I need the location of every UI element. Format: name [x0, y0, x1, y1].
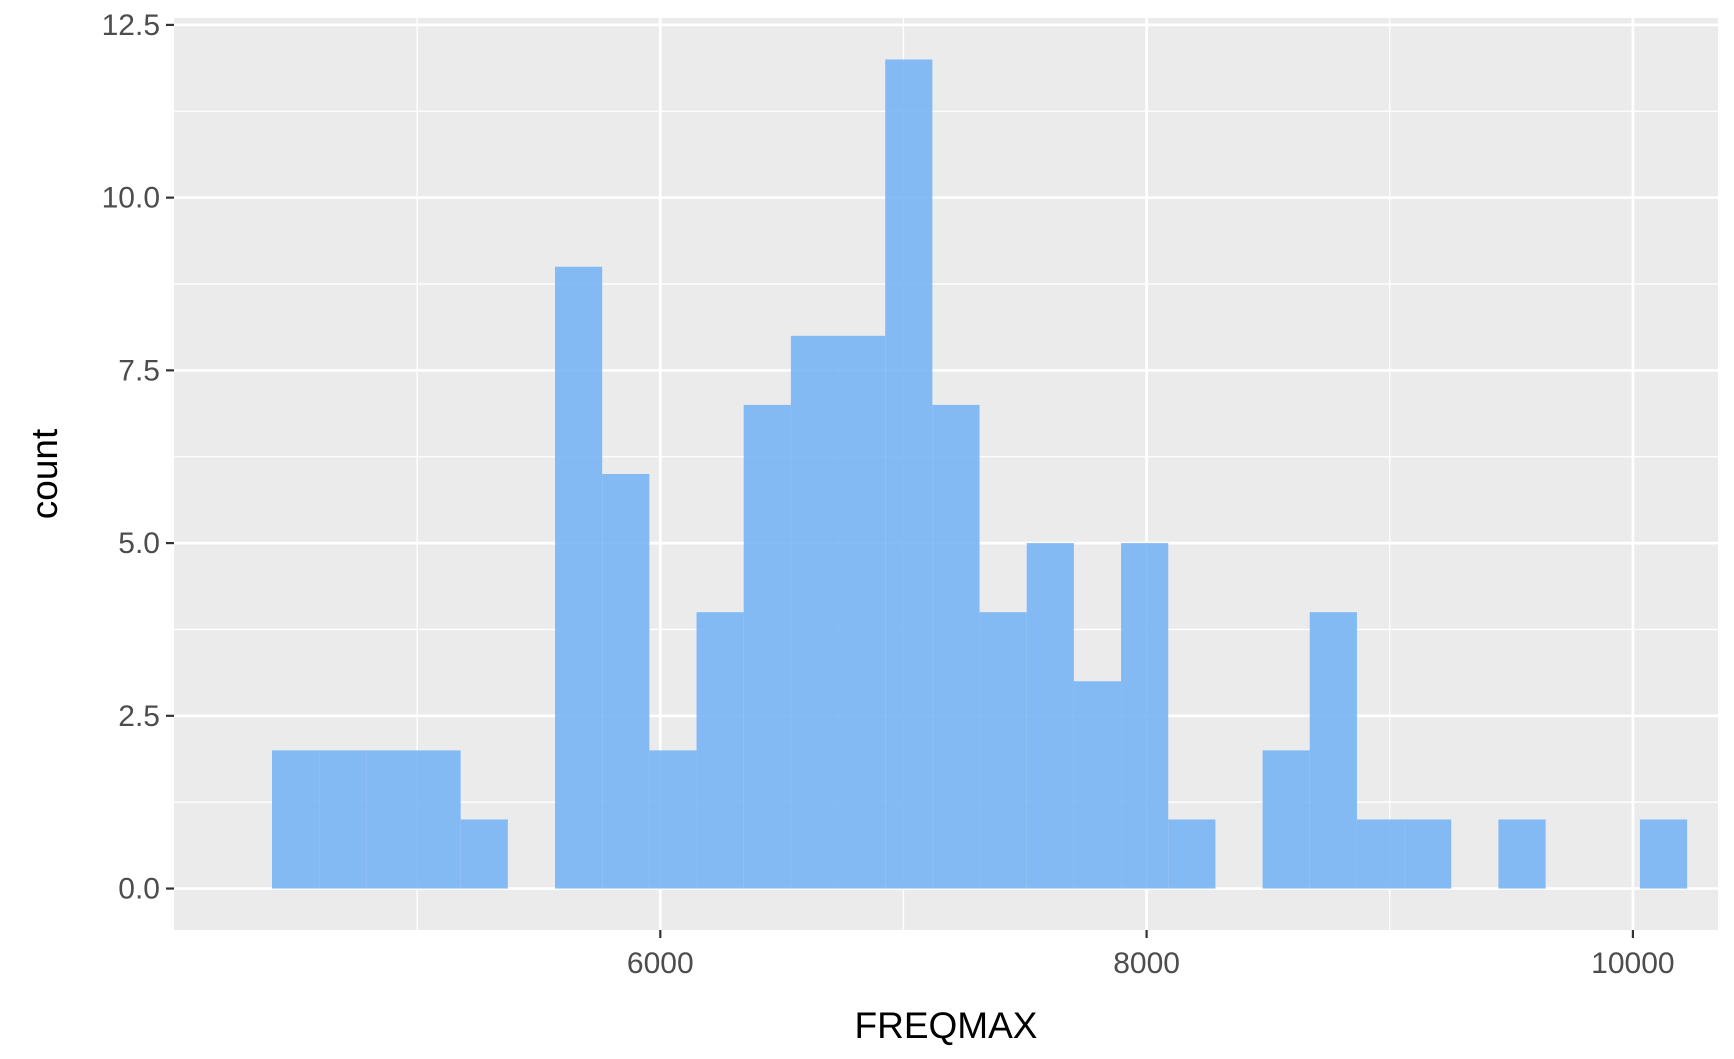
histogram-bars: [271, 59, 1688, 889]
histogram-bar: [696, 612, 744, 889]
histogram-bar: [319, 750, 367, 889]
x-axis-title: FREQMAX: [855, 1005, 1038, 1046]
y-axis-title: count: [24, 428, 65, 519]
histogram-bar: [413, 750, 461, 889]
x-tick-label: 8000: [1113, 947, 1180, 980]
y-tick-label: 12.5: [102, 9, 160, 42]
y-tick-label: 5.0: [118, 527, 160, 560]
histogram-bar: [790, 335, 839, 889]
y-tick-label: 10.0: [102, 182, 160, 215]
x-axis: 6000 8000 10000: [627, 930, 1675, 980]
histogram-bar: [1404, 819, 1452, 889]
histogram-bar: [838, 335, 886, 889]
x-tick-label: 10000: [1591, 947, 1674, 980]
histogram-bar: [271, 750, 320, 889]
histogram-bar: [366, 750, 414, 889]
histogram-bar: [885, 59, 933, 889]
y-tick-label: 7.5: [118, 354, 160, 387]
histogram-bar: [1121, 543, 1169, 889]
histogram-bar: [1498, 819, 1546, 889]
histogram-bar: [460, 819, 508, 889]
histogram-bar: [1309, 612, 1357, 889]
histogram-bar: [743, 404, 791, 889]
y-axis: 0.0 2.5 5.0 7.5 10.0 12.5: [102, 9, 174, 906]
y-tick-label: 2.5: [118, 700, 160, 733]
histogram-bar: [1073, 681, 1122, 889]
histogram-bar: [1356, 819, 1405, 889]
histogram-bar: [1639, 819, 1688, 889]
histogram-bar: [649, 750, 697, 889]
y-tick-label: 0.0: [118, 873, 160, 906]
histogram-bar: [1168, 819, 1216, 889]
histogram-bar: [932, 404, 980, 889]
histogram-bar: [1026, 543, 1074, 889]
x-tick-label: 6000: [627, 947, 694, 980]
histogram-bar: [555, 266, 603, 889]
histogram-bar: [602, 474, 650, 889]
histogram-bar: [1262, 750, 1310, 889]
histogram-bar: [979, 612, 1027, 889]
